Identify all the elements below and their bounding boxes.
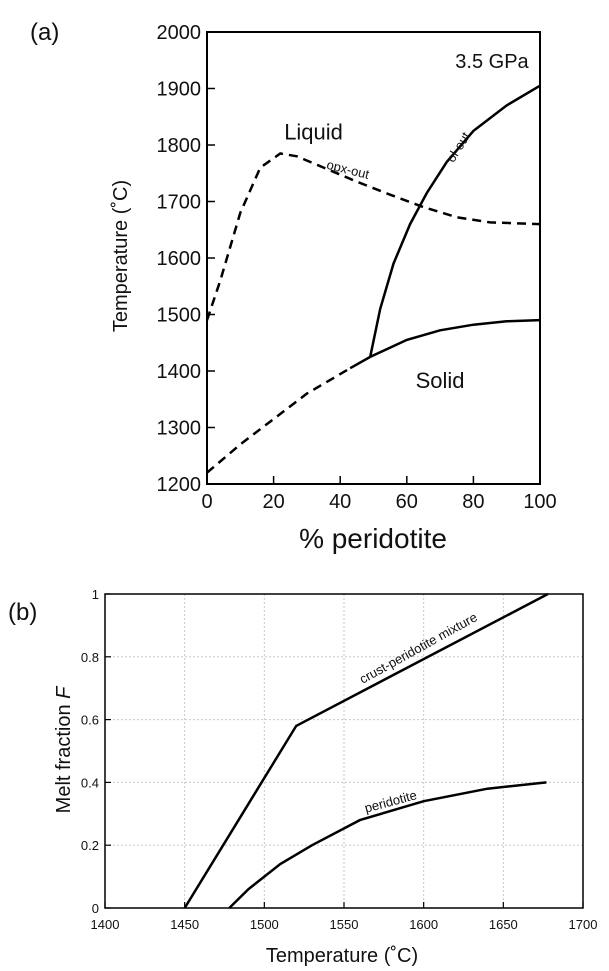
panel-a-y-tick-label: 1300 [157, 418, 202, 440]
panel-a-y-tick-label: 1500 [157, 305, 202, 327]
panel-b-x-tick-label: 1450 [170, 917, 199, 932]
panel-a-y-tick-label: 1200 [157, 474, 202, 496]
panel-b-y-tick-label: 1 [92, 587, 99, 602]
panel-a-y-tick-label: 2000 [157, 22, 202, 44]
panel-a-x-tick-label: 80 [462, 491, 484, 513]
panel-b-series-peridotite [228, 781, 547, 909]
panel-a: (a) 0 20 40 60 80 100 1200 1300 1400 1500 1600 1700… [30, 19, 557, 554]
panel-b-x-tick-label: 1600 [409, 917, 438, 932]
panel-a-y-axis-label: Temperature (˚C) [110, 180, 132, 332]
panel-b-series-crust-peridotite-mixture [183, 592, 549, 909]
panel-b-y-axis-label: Melt fraction F [53, 685, 75, 813]
panel-a-x-tick-label: 100 [523, 491, 556, 513]
panel-a-label: (a) [30, 19, 59, 46]
panel-b: (b) 1400 1450 1500 1550 1600 1650 1700 0 0.2 0.4 0… [8, 587, 597, 967]
panel-a-x-axis-label: % peridotite [299, 523, 447, 554]
panel-a-series-opx-out [205, 152, 541, 321]
panel-b-x-tick-label: 1400 [91, 917, 120, 932]
panel-b-y-tick-label: 0.6 [81, 713, 99, 728]
region-label-liquid: Liquid [284, 119, 343, 144]
panel-a-series-boundary-3 [206, 367, 351, 474]
panel-a-x-tick-label: 60 [396, 491, 418, 513]
panel-b-x-tick-label: 1650 [489, 917, 518, 932]
panel-b-y-tick-label: 0.2 [81, 838, 99, 853]
region-label-solid: Solid [416, 368, 465, 393]
panel-a-x-tick-label: 40 [329, 491, 351, 513]
panel-a-y-tick-label: 1600 [157, 248, 202, 270]
panel-b-y-tick-label: 0 [92, 901, 99, 916]
panel-a-x-tick-label: 0 [201, 491, 212, 513]
pressure-annotation: 3.5 GPa [455, 51, 529, 73]
panel-a-x-tick-label: 20 [262, 491, 284, 513]
panel-a-y-tick-label: 1400 [157, 361, 202, 383]
panel-b-x-axis-label: Temperature (˚C) [266, 945, 418, 967]
panel-b-x-tick-label: 1550 [330, 917, 359, 932]
series-label-crust-peridotite-mixture: crust-peridotite mixture [357, 609, 480, 686]
panel-b-x-tick-label: 1500 [250, 917, 279, 932]
panel-a-y-tick-label: 1800 [157, 135, 202, 157]
panel-a-series-ol-out [368, 84, 541, 358]
panel-b-x-tick-label: 1700 [569, 917, 598, 932]
panel-b-y-tick-label: 0.8 [81, 650, 99, 665]
panel-a-y-tick-label: 1700 [157, 192, 202, 214]
panel-a-plot-frame [206, 31, 541, 485]
panel-a-y-tick-label: 1900 [157, 79, 202, 101]
panel-b-y-tick-label: 0.4 [81, 775, 99, 790]
panel-b-label: (b) [8, 599, 37, 626]
panel-a-series-boundary-2 [349, 318, 541, 370]
